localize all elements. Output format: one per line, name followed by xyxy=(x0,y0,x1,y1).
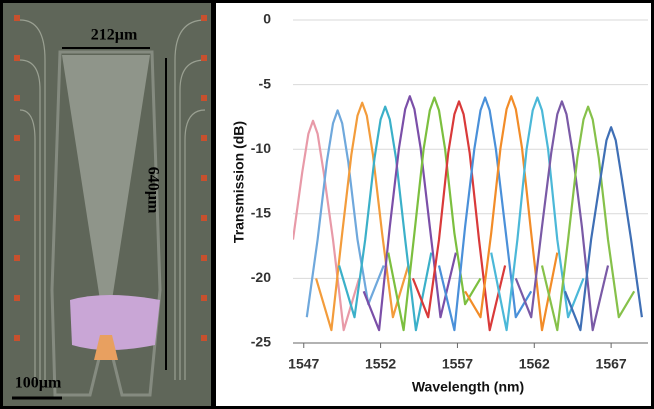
waveguide xyxy=(19,19,46,380)
pad xyxy=(201,55,207,61)
spectrum-line xyxy=(293,119,361,332)
pad xyxy=(14,175,20,181)
waveguide xyxy=(179,59,206,380)
waveguide xyxy=(174,19,206,380)
star-coupler xyxy=(70,295,160,350)
pad xyxy=(14,215,20,221)
pad xyxy=(201,215,207,221)
x-tick-label: 1552 xyxy=(365,356,396,372)
width-label: 212µm xyxy=(91,27,138,44)
coupler-taper xyxy=(94,335,118,360)
waveguide xyxy=(19,109,36,380)
spectrum-line xyxy=(563,126,643,332)
waveguides xyxy=(19,19,206,380)
pad xyxy=(14,295,20,301)
pad xyxy=(201,15,207,21)
x-tick-label: 1562 xyxy=(519,356,550,372)
y-tick-label: -20 xyxy=(251,269,271,285)
y-tick-label: -5 xyxy=(259,75,272,91)
x-tick-label: 1567 xyxy=(596,356,627,372)
chart-bg xyxy=(216,3,651,406)
x-axis-label: Wavelength (nm) xyxy=(412,379,524,395)
pad xyxy=(201,95,207,101)
pad xyxy=(201,295,207,301)
y-tick-label: -15 xyxy=(251,205,271,221)
pad xyxy=(14,15,20,21)
spectrum-line xyxy=(464,95,559,332)
pad xyxy=(201,175,207,181)
spectrum-line xyxy=(540,105,636,332)
pad xyxy=(14,335,20,341)
plot-lines xyxy=(293,95,643,332)
spectrum-line xyxy=(437,96,533,332)
waveguide xyxy=(19,59,41,380)
grating-funnel xyxy=(62,55,150,300)
y-tick-label: -25 xyxy=(251,334,271,350)
spectrum-line xyxy=(411,100,507,332)
pad xyxy=(14,255,20,261)
waveguide xyxy=(184,109,206,380)
spectrum-line xyxy=(362,95,457,332)
array-outline xyxy=(50,50,162,397)
spectrum-line xyxy=(338,105,433,332)
y-axis-label: Transmission (dB) xyxy=(231,121,247,243)
y-tick-label: -10 xyxy=(251,140,271,156)
pad xyxy=(14,55,20,61)
spectrum-line xyxy=(305,109,385,318)
spectrum-line xyxy=(387,96,482,332)
pad xyxy=(201,335,207,341)
scale-label: 100µm xyxy=(15,375,62,392)
micrograph: 212µm 640µm 100µm xyxy=(3,3,211,406)
pad xyxy=(14,95,20,101)
height-label: 640µm xyxy=(144,167,161,214)
y-tick-label: 0 xyxy=(263,11,271,27)
spectrum-line xyxy=(514,100,610,332)
spectrum-line xyxy=(490,96,585,332)
x-tick-label: 1557 xyxy=(442,356,473,372)
pad xyxy=(201,135,207,141)
pad xyxy=(14,135,20,141)
pads xyxy=(14,15,207,341)
pad xyxy=(201,255,207,261)
x-tick-label: 1547 xyxy=(288,356,319,372)
